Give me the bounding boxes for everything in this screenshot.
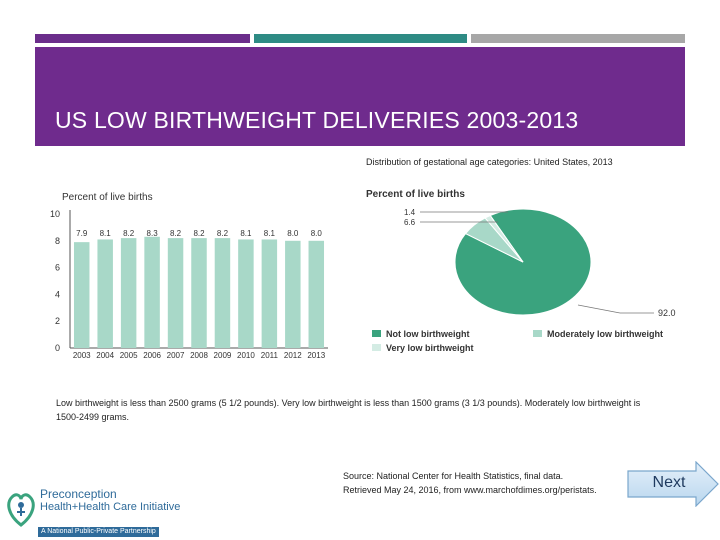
next-button-label: Next — [652, 474, 686, 491]
preconception-logo: Preconception Health+Health Care Initiat… — [4, 485, 194, 537]
pie-value-label: 1.4 — [404, 208, 416, 217]
bar-x-tick-label: 2004 — [96, 351, 114, 360]
bar-2003 — [73, 242, 90, 348]
bar-value-label: 8.2 — [123, 229, 135, 238]
pie-chart-svg: Percent of live births 1.46.6 92.0 Not low … — [366, 189, 676, 353]
pie-legend-swatch — [372, 344, 381, 351]
pie-legend-swatch — [372, 330, 381, 337]
bar-x-tick-label: 2007 — [167, 351, 185, 360]
bar-x-tick-label: 2012 — [284, 351, 302, 360]
birthweight-definition-note: Low birthweight is less than 2500 grams … — [56, 398, 641, 422]
bar-value-label: 8.0 — [287, 229, 299, 238]
pie-legend-label: Not low birthweight — [386, 329, 470, 339]
heart-figure-icon — [7, 493, 35, 527]
slide-title: US LOW BIRTHWEIGHT DELIVERIES 2003-2013 — [55, 107, 579, 133]
bar-2009 — [214, 238, 231, 348]
bar-x-tick-label: 2009 — [214, 351, 232, 360]
pie-chart-ylabel: Percent of live births — [366, 189, 465, 200]
pie-legend-label: Moderately low birthweight — [547, 329, 663, 339]
bar-chart: Percent of live births 0 2 4 6 8 10 7.9 2003 8.1 2… — [48, 188, 338, 360]
arrow-right-icon — [627, 461, 719, 507]
bar-y-tick-label: 2 — [55, 316, 60, 326]
bar-value-label: 8.2 — [170, 229, 182, 238]
bar-x-tick-label: 2003 — [73, 351, 91, 360]
top-accent-bar-teal — [254, 34, 467, 43]
bar-value-label: 8.1 — [264, 229, 276, 238]
pie-value-label: 6.6 — [404, 218, 416, 227]
pie-chart-title: Distribution of gestational age categori… — [366, 157, 613, 167]
bar-2012 — [285, 240, 301, 348]
bar-2010 — [238, 239, 254, 348]
bar-value-label: 7.9 — [76, 229, 88, 238]
bar-chart-svg: Percent of live births 0 2 4 6 8 10 7.9 2003 8.1 2… — [50, 192, 328, 360]
bar-y-tick-label: 0 — [55, 343, 60, 353]
source-line-2: Retrieved May 24, 2016, from www.marchof… — [343, 485, 597, 495]
bar-2005 — [120, 238, 137, 348]
pie-legend-label: Very low birthweight — [386, 343, 474, 353]
logo-line-1: Preconception — [40, 487, 117, 501]
bar-y-tick-label: 4 — [55, 289, 60, 299]
next-button[interactable]: Next — [626, 461, 720, 507]
bar-x-tick-label: 2008 — [190, 351, 208, 360]
bar-y-tick-label: 10 — [50, 209, 60, 219]
pie-legend-swatch — [533, 330, 542, 337]
bar-chart-ylabel: Percent of live births — [62, 192, 153, 203]
bar-y-tick-label: 6 — [55, 263, 60, 273]
bar-value-label: 8.2 — [217, 229, 229, 238]
bar-2004 — [97, 239, 113, 348]
bar-x-tick-label: 2011 — [261, 351, 279, 360]
pie-leader-line — [577, 304, 621, 314]
bar-2006 — [144, 236, 160, 348]
bar-2007 — [167, 238, 184, 348]
bar-2011 — [261, 239, 278, 348]
source-line-1: Source: National Center for Health Stati… — [343, 471, 564, 481]
bar-value-label: 8.0 — [311, 229, 323, 238]
logo-line-2: Health+Health Care Initiative — [40, 501, 181, 513]
bar-value-label: 8.2 — [193, 229, 205, 238]
bar-2008 — [191, 238, 207, 348]
bar-value-label: 8.1 — [240, 229, 252, 238]
pie-slice-very-low-birthweight — [484, 214, 524, 263]
pie-value-label: 92.0 — [658, 308, 676, 318]
top-accent-bar-gray — [471, 34, 685, 43]
bar-x-tick-label: 2006 — [143, 351, 161, 360]
bar-2013 — [308, 240, 325, 348]
top-accent-bar-purple — [35, 34, 250, 43]
bar-value-label: 8.1 — [100, 229, 112, 238]
pie-chart: Percent of live births 1.4 6.6 92.0 Not low … — [358, 185, 688, 360]
title-banner: US LOW BIRTHWEIGHT DELIVERIES 2003-2013 — [35, 47, 685, 146]
bar-value-label: 8.3 — [147, 229, 159, 238]
bar-x-tick-label: 2010 — [237, 351, 255, 360]
source-citation: Source: National Center for Health Stati… — [343, 469, 643, 497]
bar-x-tick-label: 2005 — [120, 351, 138, 360]
logo-line-3: A National Public-Private Partnership — [38, 527, 159, 537]
bar-y-tick-label: 8 — [55, 236, 60, 246]
bar-x-tick-label: 2013 — [307, 351, 325, 360]
